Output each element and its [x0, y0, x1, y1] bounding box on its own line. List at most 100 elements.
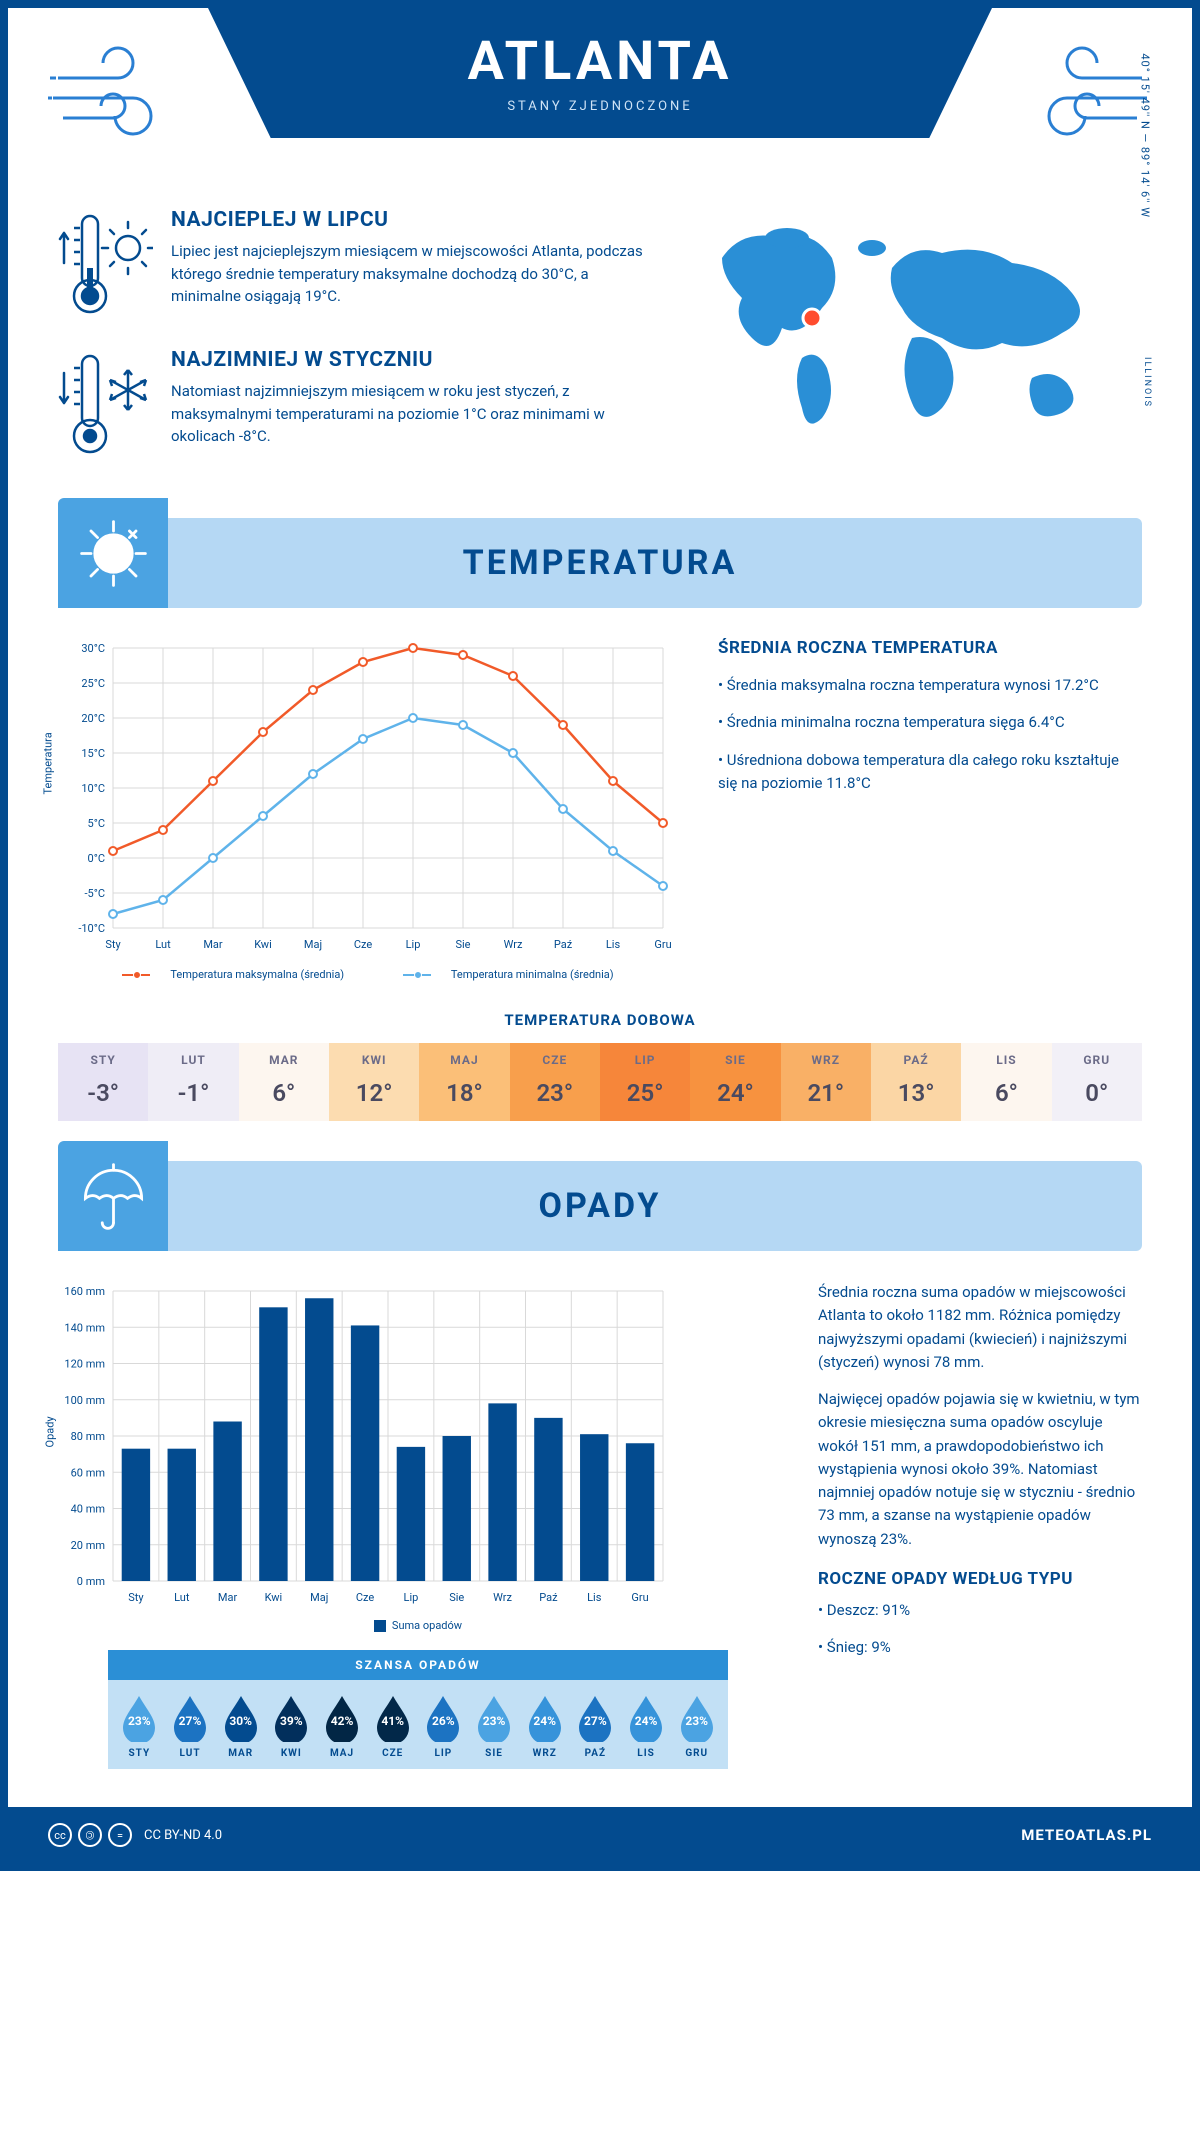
svg-text:Gru: Gru: [631, 1591, 648, 1604]
chance-cell: 23%SIE: [469, 1694, 520, 1759]
chance-cell: 39%KWI: [266, 1694, 317, 1759]
svg-text:25°C: 25°C: [81, 677, 105, 690]
svg-text:80 mm: 80 mm: [71, 1430, 105, 1443]
svg-text:Lis: Lis: [587, 1591, 602, 1604]
wind-icon-left: [48, 38, 178, 152]
svg-text:Wrz: Wrz: [504, 938, 523, 951]
precip-y-label: Opady: [44, 1416, 57, 1447]
svg-text:Mar: Mar: [218, 1591, 238, 1604]
svg-text:Sie: Sie: [449, 1591, 464, 1604]
chance-cell: 27%PAŹ: [570, 1694, 621, 1759]
dobowa-cell: GRU0°: [1052, 1043, 1142, 1121]
dobowa-cell: STY-3°: [58, 1043, 148, 1121]
svg-text:Lip: Lip: [404, 1591, 419, 1604]
thermometer-hot-icon: [58, 208, 153, 322]
svg-text:Maj: Maj: [304, 938, 322, 951]
svg-text:60 mm: 60 mm: [71, 1466, 105, 1479]
svg-text:5°C: 5°C: [88, 817, 105, 830]
dobowa-table: STY-3°LUT-1°MAR6°KWI12°MAJ18°CZE23°LIP25…: [58, 1043, 1142, 1121]
footer: cc🄯= CC BY-ND 4.0 METEOATLAS.PL: [8, 1807, 1192, 1863]
dobowa-cell: SIE24°: [690, 1043, 780, 1121]
precip-title: OPADY: [168, 1186, 1142, 1226]
chance-panel: SZANSA OPADÓW 23%STY27%LUT30%MAR39%KWI42…: [108, 1650, 728, 1769]
svg-text:15°C: 15°C: [81, 747, 105, 760]
intro-facts: NAJCIEPLEJ W LIPCU Lipiec jest najcieple…: [58, 208, 658, 488]
dobowa-cell: PAŹ13°: [871, 1043, 961, 1121]
chance-cell: 24%LIS: [621, 1694, 672, 1759]
header: ATLANTA STANY ZJEDNOCZONE: [8, 8, 1192, 198]
svg-text:Sty: Sty: [105, 938, 121, 951]
svg-text:120 mm: 120 mm: [64, 1358, 105, 1371]
svg-text:160 mm: 160 mm: [64, 1285, 105, 1298]
wind-icon-right: [1022, 38, 1152, 152]
svg-text:Wrz: Wrz: [493, 1591, 512, 1604]
temperature-section-bar: TEMPERATURA: [58, 518, 1142, 608]
city-title: ATLANTA: [208, 8, 992, 93]
svg-text:40 mm: 40 mm: [71, 1503, 105, 1516]
svg-text:Cze: Cze: [356, 1591, 375, 1604]
thermometer-cold-icon: [58, 348, 153, 462]
temperature-side-text: ŚREDNIA ROCZNA TEMPERATURA • Średnia mak…: [718, 638, 1142, 981]
temperature-title: TEMPERATURA: [168, 543, 1142, 583]
chance-title: SZANSA OPADÓW: [108, 1650, 728, 1680]
precip-p1: Średnia roczna suma opadów w miejscowośc…: [818, 1281, 1142, 1374]
svg-text:Maj: Maj: [310, 1591, 328, 1604]
legend-max: Temperatura maksymalna (średnia): [170, 968, 344, 981]
fact-cold-body: Natomiast najzimniejszym miesiącem w rok…: [171, 380, 658, 448]
precip-content: Opady 0 mm20 mm40 mm60 mm80 mm100 mm120 …: [8, 1251, 1192, 1779]
dobowa-cell: LIP25°: [600, 1043, 690, 1121]
svg-text:Gru: Gru: [654, 938, 671, 951]
chance-cell: 42%MAJ: [317, 1694, 368, 1759]
country-subtitle: STANY ZJEDNOCZONE: [208, 99, 992, 114]
chance-cell: 23%GRU: [671, 1694, 722, 1759]
avg-temp-p1: • Średnia maksymalna roczna temperatura …: [718, 674, 1142, 697]
dobowa-cell: KWI12°: [329, 1043, 419, 1121]
dobowa-cell: WRZ21°: [781, 1043, 871, 1121]
avg-temp-p3: • Uśredniona dobowa temperatura dla całe…: [718, 749, 1142, 796]
svg-text:Paź: Paź: [539, 1591, 558, 1604]
precip-legend: Suma opadów: [58, 1619, 778, 1632]
dobowa-cell: LIS6°: [961, 1043, 1051, 1121]
avg-temp-p2: • Średnia minimalna roczna temperatura s…: [718, 711, 1142, 734]
page: ATLANTA STANY ZJEDNOCZONE: [0, 0, 1200, 1871]
svg-text:Kwi: Kwi: [254, 938, 272, 951]
dobowa-cell: CZE23°: [510, 1043, 600, 1121]
dobowa-title: TEMPERATURA DOBOWA: [8, 1011, 1192, 1029]
svg-text:Lis: Lis: [606, 938, 621, 951]
brand-label: METEOATLAS.PL: [1021, 1826, 1152, 1844]
svg-text:140 mm: 140 mm: [64, 1321, 105, 1334]
cc-icons: cc🄯=: [48, 1823, 132, 1847]
dobowa-cell: MAR6°: [239, 1043, 329, 1121]
license-label: CC BY-ND 4.0: [144, 1828, 222, 1843]
svg-text:Cze: Cze: [354, 938, 373, 951]
chance-cell: 30%MAR: [215, 1694, 266, 1759]
intro-section: NAJCIEPLEJ W LIPCU Lipiec jest najcieple…: [8, 198, 1192, 518]
svg-text:10°C: 10°C: [81, 782, 105, 795]
temp-y-label: Temperatura: [42, 732, 55, 794]
precip-type-title: ROCZNE OPADY WEDŁUG TYPU: [818, 1569, 1142, 1589]
dobowa-cell: LUT-1°: [148, 1043, 238, 1121]
svg-text:Mar: Mar: [203, 938, 223, 951]
chance-cell: 41%CZE: [367, 1694, 418, 1759]
fact-cold-title: NAJZIMNIEJ W STYCZNIU: [171, 348, 658, 372]
header-band: ATLANTA STANY ZJEDNOCZONE: [208, 8, 992, 138]
region-label: ILLINOIS: [1142, 357, 1152, 408]
precip-p2: Najwięcej opadów pojawia się w kwietniu,…: [818, 1388, 1142, 1551]
svg-text:30°C: 30°C: [81, 642, 105, 655]
precip-type-2: • Śnieg: 9%: [818, 1636, 1142, 1659]
world-map: 40° 15' 49'' N — 89° 14' 6'' W ILLINOIS: [692, 208, 1142, 488]
temperature-line-chart: Temperatura -10°C-5°C0°C5°C10°C15°C20°C2…: [58, 638, 678, 981]
avg-temp-title: ŚREDNIA ROCZNA TEMPERATURA: [718, 638, 1142, 658]
svg-text:Lip: Lip: [406, 938, 421, 951]
svg-text:20°C: 20°C: [81, 712, 105, 725]
svg-text:Sty: Sty: [128, 1591, 144, 1604]
temp-legend: Temperatura maksymalna (średnia) Tempera…: [58, 968, 678, 981]
fact-hot: NAJCIEPLEJ W LIPCU Lipiec jest najcieple…: [58, 208, 658, 322]
umbrella-icon: [58, 1141, 168, 1251]
sun-icon: [58, 498, 168, 608]
svg-text:Sie: Sie: [455, 938, 470, 951]
precip-type-1: • Deszcz: 91%: [818, 1599, 1142, 1622]
svg-text:Kwi: Kwi: [265, 1591, 283, 1604]
chance-cell: 23%STY: [114, 1694, 165, 1759]
svg-text:0°C: 0°C: [88, 852, 105, 865]
